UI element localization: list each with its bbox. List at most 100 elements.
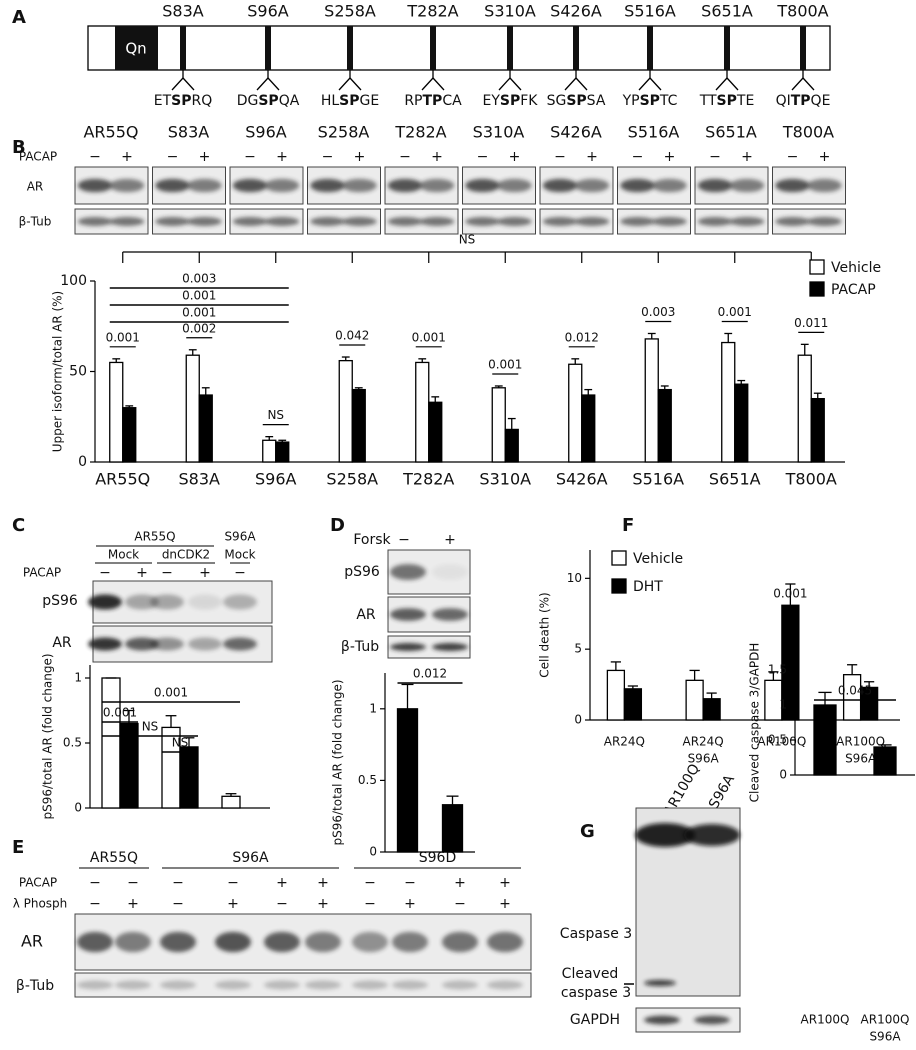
motif-part: EY	[483, 93, 501, 109]
x-tick-label: AR100Q	[757, 735, 806, 749]
bar	[685, 679, 704, 721]
sign: +	[664, 149, 676, 165]
blot-band	[620, 178, 655, 193]
panel-letter: C	[12, 515, 25, 536]
blot-band	[77, 178, 113, 193]
mutation-label: S258A	[324, 2, 376, 21]
motif-part: YP	[622, 93, 640, 109]
x-tick-label: S96A	[688, 752, 720, 766]
site-marker	[507, 26, 513, 70]
sign: −	[244, 149, 256, 165]
group-label: dnCDK2	[162, 548, 210, 562]
blot-band	[223, 637, 257, 651]
sign: −	[364, 896, 376, 912]
bar	[275, 441, 290, 463]
blot-band	[465, 178, 500, 193]
bar	[109, 361, 124, 463]
blot-band	[487, 931, 523, 953]
polyq-domain	[115, 26, 158, 70]
motif-part: SP	[258, 93, 278, 109]
mutation-label: S651A	[701, 2, 753, 21]
sign: +	[136, 565, 148, 581]
motif-part: SP	[640, 93, 660, 109]
p-value-label: 0.045	[838, 684, 872, 698]
blot-band	[77, 931, 113, 953]
blot-band	[620, 217, 655, 226]
y-tick-label: 1	[74, 671, 82, 685]
legend-label: DHT	[633, 579, 663, 595]
motif-part: TC	[659, 93, 678, 109]
construct-label: S96A	[245, 123, 287, 142]
site-marker	[430, 26, 436, 70]
y-tick-label: 0.5	[358, 773, 377, 787]
bar	[101, 677, 121, 809]
site-connector	[432, 77, 445, 91]
blot-band	[432, 564, 468, 580]
sign: +	[354, 149, 366, 165]
motif: QITPQE	[776, 93, 831, 109]
blot-band	[652, 217, 687, 226]
sign: −	[632, 149, 644, 165]
construct-label: T800A	[782, 123, 834, 142]
sign: +	[276, 149, 288, 165]
blot-band	[155, 217, 190, 226]
y-tick-label: 0	[779, 768, 787, 782]
motif-part: SP	[171, 93, 191, 109]
x-tick-label: AR100Q	[801, 1013, 850, 1027]
blot-label: β-Tub	[19, 215, 52, 229]
blot-band	[264, 217, 300, 226]
motif-part: SG	[547, 93, 567, 109]
construct-label: S96A	[232, 850, 269, 866]
blot-label: β-Tub	[341, 639, 379, 655]
bar	[428, 401, 443, 463]
construct-label: S651A	[705, 123, 757, 142]
p-value-label: 0.001	[154, 686, 188, 700]
blot	[694, 166, 769, 205]
x-tick-label: T800A	[785, 470, 837, 489]
bar	[415, 361, 430, 463]
blot	[387, 549, 471, 595]
blot	[88, 580, 273, 624]
motif-part: SP	[500, 93, 520, 109]
blot-band	[125, 594, 159, 610]
motif-part: GE	[359, 93, 379, 109]
blot-band	[392, 931, 428, 953]
blot-band	[694, 1015, 730, 1025]
sign: −	[161, 565, 173, 581]
blot-band	[310, 217, 345, 226]
blot-band	[88, 637, 122, 651]
blot	[635, 1007, 741, 1033]
sign: +	[227, 896, 239, 912]
mutation-label: S310A	[484, 2, 536, 21]
blot-label: β-Tub	[16, 978, 54, 994]
blot	[307, 166, 381, 205]
y-tick-label: 10	[567, 571, 582, 585]
bar	[873, 746, 897, 776]
y-tick-label: 0	[574, 713, 582, 727]
bar	[568, 363, 583, 463]
site-connector	[182, 77, 195, 91]
motif-part: CA	[442, 93, 462, 109]
blot-band	[542, 217, 578, 226]
p-value-label: 0.042	[335, 329, 369, 343]
sign: −	[399, 149, 411, 165]
bar	[504, 428, 519, 463]
p-value-label: 0.001	[412, 330, 446, 344]
site-connector	[575, 77, 588, 91]
blot	[384, 166, 459, 205]
blot	[229, 208, 304, 235]
motif-part: QE	[811, 93, 831, 109]
bar	[338, 359, 353, 463]
blot-band	[160, 980, 196, 990]
p-value-label: NS	[142, 720, 159, 734]
blot-band	[644, 1015, 680, 1025]
motif: ETSPRQ	[154, 93, 213, 109]
y-tick-label: 100	[60, 273, 87, 289]
blot-frame	[387, 635, 471, 659]
legend-swatch	[809, 259, 825, 275]
blot-band	[487, 980, 523, 990]
blot-band	[729, 178, 765, 193]
site-marker	[647, 26, 653, 70]
site-marker	[573, 26, 579, 70]
